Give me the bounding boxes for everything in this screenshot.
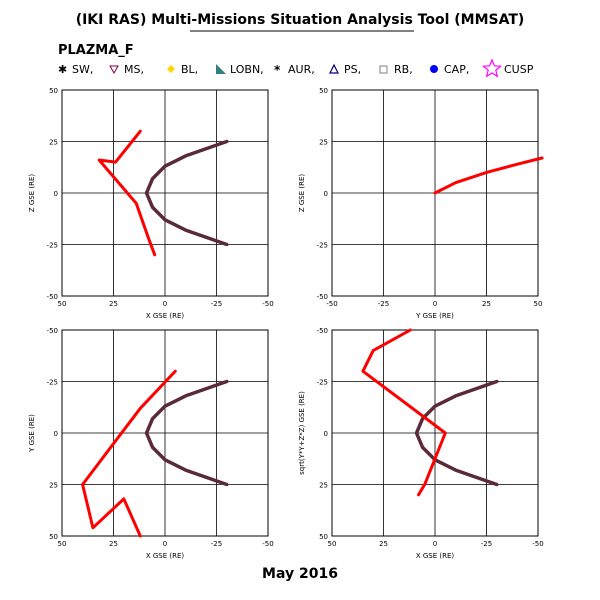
legend: ✱ SW, MS, BL, LOBN, * AUR, PS, RB, CAP, CUSP	[58, 58, 534, 78]
legend-label: SW,	[72, 63, 93, 76]
orbit-line	[433, 156, 544, 195]
x-tick-label: 0	[433, 540, 437, 548]
legend-item: ✱ SW,	[58, 63, 93, 76]
x-tick-label: -25	[211, 300, 222, 308]
x-tick-label: -25	[481, 540, 492, 548]
plot-panel: 50 25 0 -25 -50 -50 -25 0 25 50 X GSE (RE) Y GSE (R…	[28, 327, 274, 560]
x-tick-label: 50	[58, 300, 67, 308]
x-tick-label: -25	[211, 540, 222, 548]
y-tick-label: -50	[317, 327, 328, 335]
y-tick-label: -25	[47, 379, 58, 387]
legend-item: LOBN,	[216, 63, 264, 76]
y-tick-label: 0	[324, 190, 328, 198]
y-tick-label: 50	[319, 87, 328, 95]
y-tick-label: -50	[47, 327, 58, 335]
legend-triangle-up-icon	[329, 63, 339, 74]
legend-label: BL,	[181, 63, 198, 76]
plot-panel: 50 25 0 -25 -50 -50 -25 0 25 50 X GSE (RE) Z GSE (R…	[28, 87, 274, 320]
legend-item: CUSP	[481, 58, 534, 78]
legend-item: PS,	[329, 63, 361, 76]
y-tick-label: 50	[49, 533, 58, 541]
y-axis-label: Y GSE (RE)	[28, 414, 36, 453]
x-tick-label: -50	[262, 540, 273, 548]
legend-asterisk-icon: *	[274, 63, 281, 77]
y-tick-label: 25	[49, 139, 58, 147]
y-tick-label: -50	[47, 293, 58, 301]
plot-panel: 50 25 0 -25 -50 -50 -25 0 25 50 X GSE (RE) sqrt(Y*Y…	[298, 327, 544, 560]
mission-label: PLAZMA_F	[58, 43, 134, 58]
x-tick-label: 0	[433, 300, 437, 308]
x-tick-label: 50	[328, 540, 337, 548]
y-tick-label: -25	[47, 242, 58, 250]
y-tick-label: 50	[49, 87, 58, 95]
x-tick-label: -25	[378, 300, 389, 308]
legend-square-icon	[379, 65, 388, 74]
legend-star-icon: ✱	[58, 63, 67, 76]
figure-title: (IKI RAS) Multi-Missions Situation Analy…	[76, 12, 525, 28]
legend-item: RB,	[379, 63, 413, 76]
legend-label: RB,	[394, 63, 413, 76]
legend-label: CAP,	[444, 63, 469, 76]
x-axis-label: X GSE (RE)	[146, 552, 185, 560]
legend-circle-icon	[430, 65, 438, 73]
orbit-line	[97, 129, 157, 257]
legend-star-outline-icon	[481, 58, 503, 78]
legend-item: BL,	[167, 63, 198, 76]
legend-label: AUR,	[288, 63, 315, 76]
y-axis-label: sqrt(Y*Y+Z*Z) GSE (RE)	[298, 391, 306, 475]
legend-diamond-icon	[167, 65, 175, 73]
y-tick-label: -25	[317, 242, 328, 250]
x-tick-label: -50	[532, 540, 543, 548]
x-axis-label: X GSE (RE)	[416, 552, 455, 560]
y-axis-label: Z GSE (RE)	[298, 174, 306, 213]
x-tick-label: 25	[109, 300, 118, 308]
x-tick-label: 25	[109, 540, 118, 548]
x-tick-label: 25	[379, 540, 388, 548]
y-tick-label: -25	[317, 379, 328, 387]
legend-label: MS,	[124, 63, 144, 76]
y-tick-label: 0	[324, 430, 328, 438]
legend-wedge-icon	[216, 64, 226, 74]
legend-label: CUSP	[504, 63, 534, 76]
y-tick-label: 25	[319, 482, 328, 490]
x-tick-label: 0	[163, 300, 167, 308]
orbit-line	[81, 369, 177, 538]
legend-label: LOBN,	[230, 63, 264, 76]
x-axis-label: X GSE (RE)	[146, 312, 185, 320]
orbit-line	[361, 328, 447, 497]
x-tick-label: 50	[534, 300, 543, 308]
legend-item: CAP,	[430, 63, 469, 76]
boundary-line	[144, 139, 229, 247]
y-axis-label: Z GSE (RE)	[28, 174, 36, 213]
x-tick-label: 25	[482, 300, 491, 308]
legend-label: PS,	[344, 63, 361, 76]
y-tick-label: 25	[49, 482, 58, 490]
y-tick-label: 50	[319, 533, 328, 541]
x-tick-label: -50	[262, 300, 273, 308]
legend-triangle-down-icon	[109, 65, 119, 75]
x-tick-label: 50	[58, 540, 67, 548]
x-tick-label: -50	[326, 300, 337, 308]
boundary-line	[144, 379, 229, 487]
legend-item: MS,	[109, 63, 144, 76]
footer-date: May 2016	[262, 566, 338, 582]
y-tick-label: 0	[54, 430, 58, 438]
y-tick-label: 0	[54, 190, 58, 198]
y-tick-label: -50	[317, 293, 328, 301]
x-tick-label: 0	[163, 540, 167, 548]
boundary-line	[414, 379, 499, 487]
legend-item: * AUR,	[274, 63, 315, 77]
y-tick-label: 25	[319, 139, 328, 147]
plot-panel: -50 -25 0 25 50 -50 -25 0 25 50 Y GSE (RE) Z GSE (R…	[298, 87, 544, 320]
x-axis-label: Y GSE (RE)	[415, 312, 454, 320]
